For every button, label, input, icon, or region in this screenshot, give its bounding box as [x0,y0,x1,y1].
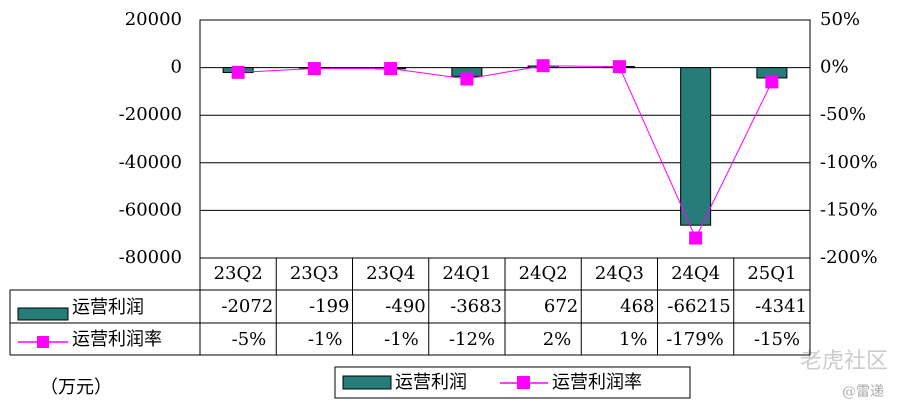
table-value: -199 [309,296,349,317]
line-marker [460,72,474,86]
y-tick-label: -20000 [119,104,182,125]
y-tick-label: 20000 [125,9,182,30]
y2-tick-label: -200% [820,247,878,268]
line [238,65,773,240]
y2-tick-label: -50% [820,104,866,125]
unit-label: （万元） [40,377,112,398]
table-value: 468 [620,296,654,317]
y-tick-label: -40000 [119,152,182,173]
bar [680,67,712,226]
table-value: -179% [666,329,724,350]
line-marker [231,65,245,79]
y2-tick-label: -150% [820,199,878,220]
x-tick-label: 24Q2 [519,263,568,284]
line-marker [612,60,626,74]
x-tick-label: 24Q4 [671,263,720,284]
watermark: 老虎社区 [800,349,888,374]
legend-frame [334,366,691,399]
legend-key [342,375,392,390]
x-tick-label: 24Q1 [442,263,491,284]
row-header: 运营利润 [72,297,144,318]
line-marker [384,62,398,76]
x-tick-label: 24Q3 [595,263,644,284]
table-value: -66215 [667,296,730,317]
legend-label: 运营利润 [395,372,467,393]
plot-frame [199,19,811,259]
x-tick-label: 23Q3 [290,263,339,284]
line-marker [536,59,550,73]
table-value: -1% [384,329,419,350]
table-value: -12% [449,329,495,350]
row-header: 运营利润率 [72,329,162,350]
legend-key [517,376,530,389]
y-tick-label: -80000 [119,247,182,268]
table-value: -1% [308,329,343,350]
x-tick-label: 25Q1 [747,263,796,284]
table-value: 672 [544,296,578,317]
table-value: -490 [385,296,425,317]
y-tick-label: 0 [171,57,182,78]
table-value: -3683 [450,296,502,317]
table-value: -2072 [221,296,273,317]
table-value: -5% [232,329,267,350]
x-tick-label: 23Q4 [366,263,415,284]
y2-tick-label: -100% [820,152,878,173]
line-marker [689,231,703,245]
line-marker [765,75,779,89]
table-value: 1% [619,329,648,350]
x-tick-label: 23Q2 [214,263,263,284]
y2-tick-label: 0% [820,57,849,78]
table-value: 2% [543,329,572,350]
legend-label: 运营利润率 [552,372,642,393]
legend-key [17,307,69,321]
y-tick-label: -60000 [119,199,182,220]
y2-tick-label: 50% [820,9,860,30]
credit: @雷递 [842,384,884,400]
line-marker [307,62,321,76]
table-value: -4341 [755,296,807,317]
legend-key [37,336,49,348]
table-value: -15% [754,329,800,350]
